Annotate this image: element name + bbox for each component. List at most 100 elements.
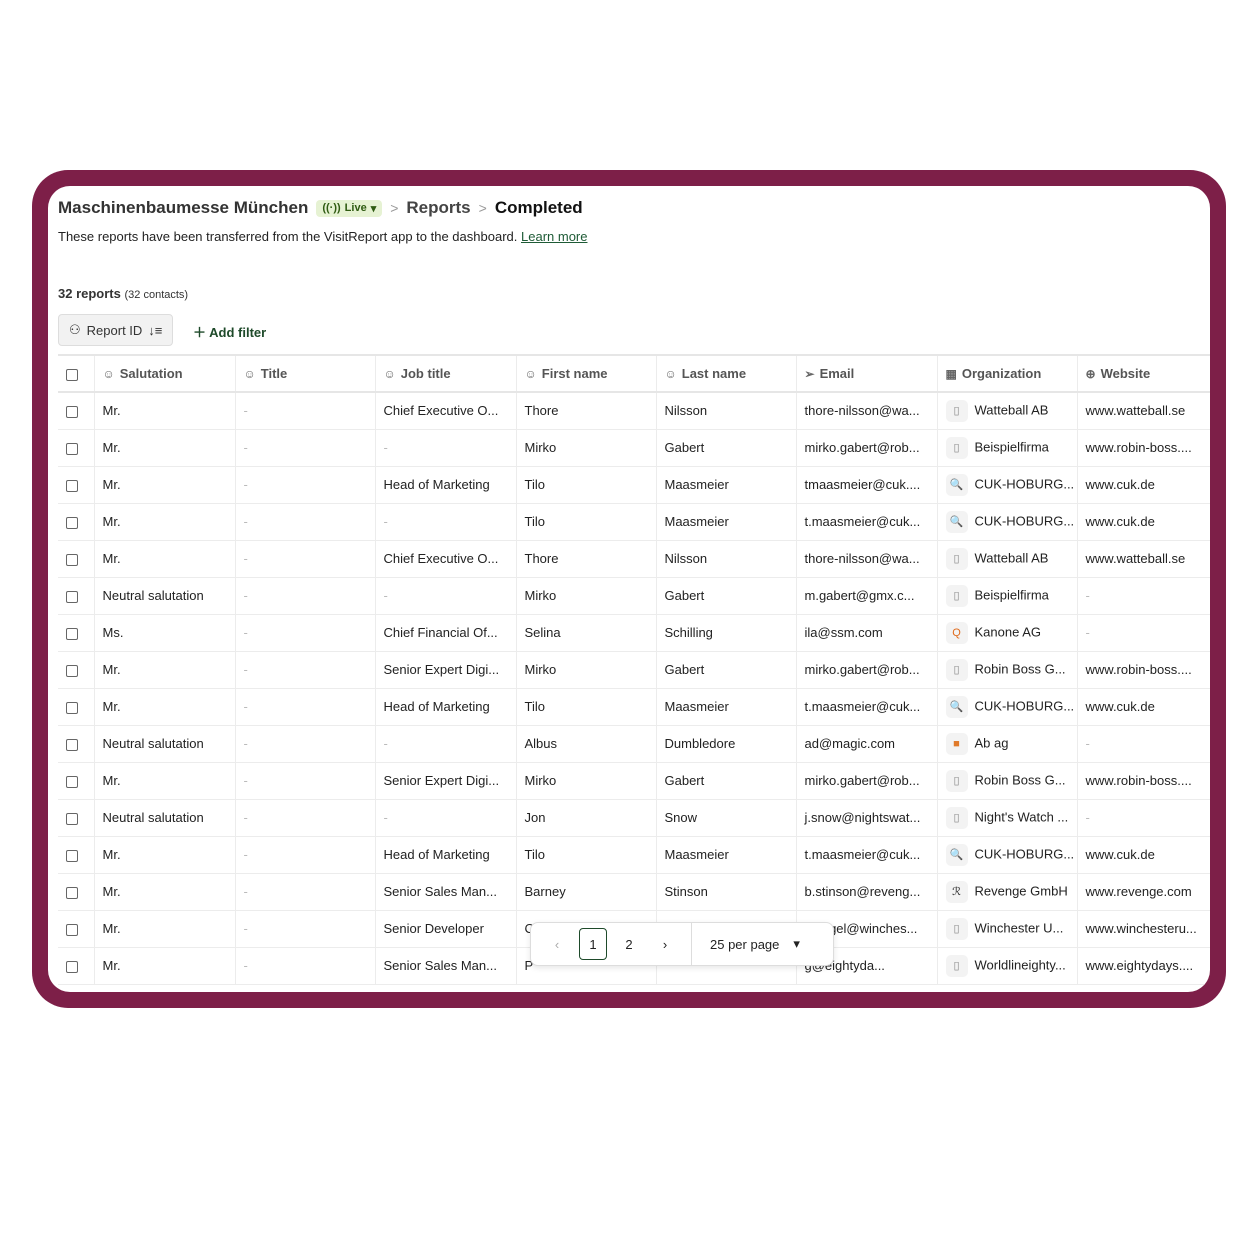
- page-2-button[interactable]: 2: [625, 936, 633, 952]
- column-header-first-name[interactable]: ☺ First name: [516, 354, 657, 393]
- column-header-salutation[interactable]: ☺ Salutation: [94, 354, 236, 393]
- row-checkbox[interactable]: [66, 775, 78, 788]
- person-circle-icon: ☺: [664, 367, 677, 381]
- table-row[interactable]: Mr. - - Mirko Gabert mirko.gabert@rob... ▯ Beis…: [58, 429, 1210, 467]
- row-checkbox[interactable]: [66, 442, 78, 455]
- email-cell: m.gabert@gmx.c...: [796, 577, 938, 615]
- building-icon: ▯: [945, 769, 968, 792]
- first-name-text: Tilo: [524, 847, 545, 862]
- website-text[interactable]: www.revenge.com: [1085, 884, 1192, 899]
- email-text[interactable]: t.maasmeier@cuk...: [804, 514, 921, 529]
- row-checkbox[interactable]: [66, 553, 78, 566]
- email-text[interactable]: t.maasmeier@cuk...: [804, 699, 921, 714]
- row-checkbox[interactable]: [66, 886, 78, 899]
- email-text[interactable]: thore-nilsson@wa...: [804, 551, 920, 566]
- email-cell: ila@ssm.com: [796, 614, 938, 652]
- live-status-dropdown[interactable]: ((·)) Live ▾: [316, 199, 383, 217]
- email-text[interactable]: tmaasmeier@cuk....: [804, 477, 921, 492]
- website-text[interactable]: -: [1085, 625, 1090, 640]
- email-cell: t.maasmeier@cuk...: [796, 503, 938, 541]
- website-text[interactable]: -: [1085, 810, 1090, 825]
- learn-more-link[interactable]: Learn more: [521, 229, 588, 244]
- row-checkbox[interactable]: [66, 590, 78, 603]
- row-checkbox[interactable]: [66, 701, 78, 714]
- row-checkbox[interactable]: [66, 405, 78, 418]
- last-name-cell: Maasmeier: [656, 836, 797, 874]
- website-text[interactable]: www.cuk.de: [1085, 477, 1155, 492]
- email-text[interactable]: mirko.gabert@rob...: [804, 440, 920, 455]
- column-header-organization[interactable]: ▦ Organization: [937, 354, 1078, 393]
- website-text[interactable]: www.robin-boss....: [1085, 662, 1192, 677]
- event-name[interactable]: Maschinenbaumesse München: [58, 198, 309, 217]
- table-row[interactable]: Mr. - - Tilo Maasmeier t.maasmeier@cuk... 🔍 CUK…: [58, 503, 1210, 541]
- person-circle-icon: ☺: [243, 367, 256, 381]
- row-checkbox[interactable]: [66, 479, 78, 492]
- row-checkbox[interactable]: [66, 849, 78, 862]
- first-name-text: Mirko: [524, 662, 557, 677]
- website-text[interactable]: www.winchesteru...: [1085, 921, 1197, 936]
- row-checkbox[interactable]: [66, 960, 78, 973]
- salutation-text: Neutral salutation: [102, 810, 204, 825]
- email-text[interactable]: mirko.gabert@rob...: [804, 662, 920, 677]
- row-checkbox[interactable]: [66, 627, 78, 640]
- website-text[interactable]: -: [1085, 736, 1090, 751]
- table-row[interactable]: Mr. - Chief Executive O... Thore Nilsson thor…: [58, 392, 1210, 430]
- column-header-email[interactable]: ➢ Email: [796, 354, 938, 393]
- row-checkbox[interactable]: [66, 923, 78, 936]
- column-header-website[interactable]: ⊕ Website: [1077, 354, 1210, 393]
- table-row[interactable]: Ms. - Chief Financial Of... Selina Schilling…: [58, 614, 1210, 652]
- website-text[interactable]: www.cuk.de: [1085, 847, 1155, 862]
- table-row[interactable]: Mr. - Head of Marketing Tilo Maasmeier t.maas…: [58, 836, 1210, 874]
- title-cell: -: [235, 836, 376, 874]
- select-all-checkbox[interactable]: [66, 368, 78, 381]
- email-cell: b.stinson@reveng...: [796, 873, 938, 911]
- column-header-last-name[interactable]: ☺ Last name: [656, 354, 797, 393]
- email-text[interactable]: t.maasmeier@cuk...: [804, 847, 921, 862]
- website-text[interactable]: www.cuk.de: [1085, 514, 1155, 529]
- email-text[interactable]: thore-nilsson@wa...: [804, 403, 920, 419]
- website-text[interactable]: www.robin-boss....: [1085, 440, 1192, 455]
- contacts-count: (32 contacts): [124, 289, 189, 301]
- email-text[interactable]: b.stinson@reveng...: [804, 884, 921, 899]
- email-text[interactable]: ad@magic.com: [804, 736, 896, 751]
- table-row[interactable]: Mr. - Senior Expert Digi... Mirko Gabert mirk…: [58, 651, 1210, 689]
- website-text[interactable]: www.cuk.de: [1085, 699, 1155, 714]
- sort-report-id-button[interactable]: ⚇ Report ID ↓≡: [58, 314, 173, 346]
- website-text[interactable]: www.eightydays....: [1085, 958, 1194, 973]
- website-cell: www.eightydays....: [1077, 947, 1210, 985]
- row-checkbox[interactable]: [66, 812, 78, 825]
- email-text[interactable]: ila@ssm.com: [804, 625, 883, 640]
- next-page-button[interactable]: ›: [651, 928, 679, 960]
- add-filter-button[interactable]: ＋ Add filter: [193, 322, 266, 341]
- column-header-title[interactable]: ☺ Title: [235, 354, 376, 393]
- email-text[interactable]: mirko.gabert@rob...: [804, 773, 920, 788]
- website-text[interactable]: www.robin-boss....: [1085, 773, 1192, 788]
- email-text[interactable]: m.gabert@gmx.c...: [804, 588, 915, 603]
- table-row[interactable]: Mr. - Head of Marketing Tilo Maasmeier tmaasm…: [58, 466, 1210, 504]
- website-text[interactable]: www.watteball.se: [1085, 403, 1186, 419]
- website-text[interactable]: -: [1085, 588, 1090, 603]
- table-row[interactable]: Neutral salutation - - Albus Dumbledore ad@ma…: [58, 725, 1210, 763]
- table-row[interactable]: Mr. - Head of Marketing Tilo Maasmeier t.maas…: [58, 688, 1210, 726]
- column-header-job-title[interactable]: ☺ Job title: [375, 354, 517, 393]
- row-checkbox[interactable]: [66, 516, 78, 529]
- building-icon: ▦: [945, 367, 957, 381]
- page-1-button[interactable]: 1: [579, 928, 607, 960]
- website-text[interactable]: www.watteball.se: [1085, 551, 1186, 566]
- salutation-cell: Neutral salutation: [94, 725, 236, 763]
- table-row[interactable]: Neutral salutation - - Mirko Gabert m.gabert@…: [58, 577, 1210, 615]
- per-page-select[interactable]: 25 per page ▾: [710, 936, 800, 952]
- last-name-cell: Gabert: [656, 762, 797, 800]
- row-checkbox[interactable]: [66, 664, 78, 677]
- row-select-cell: [58, 688, 95, 726]
- table-row[interactable]: Neutral salutation - - Jon Snow j.snow@nights…: [58, 799, 1210, 837]
- salutation-text: Ms.: [102, 625, 124, 640]
- table-row[interactable]: Mr. - Chief Executive O... Thore Nilsson thor…: [58, 540, 1210, 578]
- table-row[interactable]: Mr. - Senior Sales Man... Barney Stinson b.st…: [58, 873, 1210, 911]
- crumb-reports[interactable]: Reports: [406, 198, 471, 217]
- row-checkbox[interactable]: [66, 738, 78, 751]
- email-text[interactable]: j.snow@nightswat...: [804, 810, 921, 825]
- row-select-cell: [58, 392, 95, 430]
- table-row[interactable]: Mr. - Senior Expert Digi... Mirko Gabert mirk…: [58, 762, 1210, 800]
- prev-page-button[interactable]: ‹: [543, 928, 571, 960]
